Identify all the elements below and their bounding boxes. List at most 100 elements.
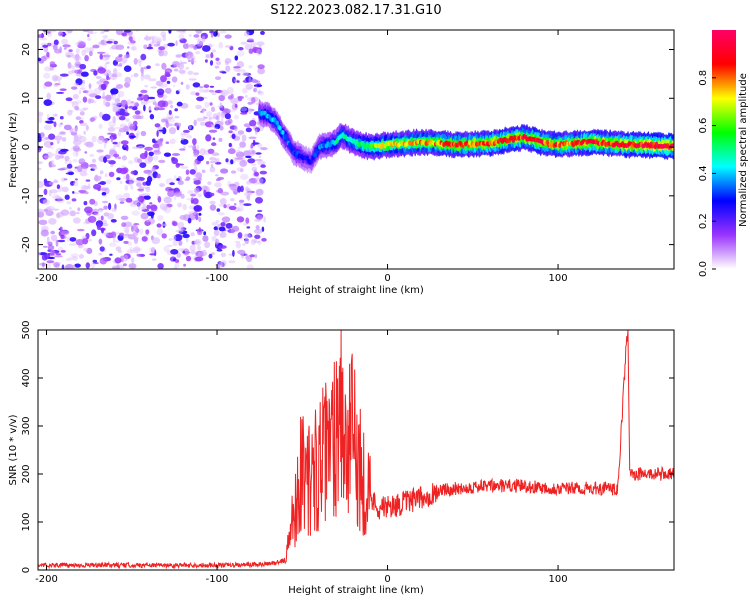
heatmap-noise-blob: [137, 145, 144, 149]
heatmap-noise-blob: [53, 76, 62, 81]
heatmap-noise-blob: [83, 130, 86, 135]
heatmap-noise-blob: [205, 134, 212, 142]
heatmap-noise-blob: [246, 226, 251, 229]
heatmap-noise-blob: [203, 84, 210, 88]
heatmap-noise-blob: [121, 61, 125, 65]
heatmap-noise-blob: [86, 247, 93, 254]
heatmap-noise-blob: [131, 225, 134, 232]
heatmap-noise-blob: [123, 65, 132, 72]
heatmap-noise-blob: [172, 235, 177, 242]
heatmap-noise-blob: [158, 46, 166, 51]
heatmap-noise-blob: [115, 240, 121, 243]
heatmap-noise-blob: [121, 155, 127, 161]
heatmap-noise-blob: [125, 173, 130, 181]
heatmap-noise-blob: [81, 167, 88, 173]
heatmap-noise-blob: [118, 197, 127, 202]
heatmap-noise-blob: [112, 144, 116, 149]
heatmap-noise-blob: [101, 39, 107, 46]
heatmap-noise-blob: [119, 167, 128, 175]
heatmap-noise-blob: [38, 116, 43, 124]
heatmap-noise-blob: [44, 207, 53, 215]
heatmap-noise-blob: [236, 80, 240, 83]
heatmap-noise-blob: [117, 90, 125, 98]
heatmap-noise-blob: [148, 78, 157, 82]
heatmap-noise-blob: [78, 68, 83, 75]
heatmap-noise-blob: [244, 256, 251, 260]
heatmap-noise-blob: [68, 256, 77, 259]
heatmap-noise-blob: [67, 62, 72, 69]
heatmap-noise-blob: [235, 151, 245, 158]
heatmap-noise-blob: [120, 99, 128, 107]
heatmap-noise-blob: [225, 65, 231, 72]
heatmap-noise-blob: [214, 127, 218, 130]
heatmap-noise-blob: [192, 82, 201, 88]
heatmap-noise-blob: [81, 84, 85, 87]
heatmap-noise-blob: [136, 176, 145, 182]
heatmap-noise-blob: [210, 106, 216, 113]
heatmap-noise-blob: [161, 62, 167, 70]
heatmap-noise-blob: [143, 36, 152, 41]
heatmap-noise-blob: [76, 212, 80, 214]
heatmap-noise-blob: [214, 65, 220, 69]
heatmap-noise-blob: [40, 135, 46, 142]
heatmap-noise-blob: [257, 143, 263, 149]
heatmap-noise-blob: [220, 168, 229, 174]
heatmap-noise-blob: [123, 226, 130, 233]
heatmap-noise-blob: [260, 164, 266, 168]
heatmap-noise-blob: [182, 250, 186, 254]
heatmap-noise-blob: [195, 92, 200, 96]
heatmap-noise-blob: [83, 141, 92, 147]
heatmap-noise-blob: [130, 40, 136, 44]
heatmap-noise-blob: [93, 70, 98, 76]
heatmap-noise-blob: [132, 228, 140, 234]
heatmap-noise-blob: [40, 55, 47, 62]
heatmap-noise-blob: [234, 103, 238, 108]
heatmap-noise-blob: [97, 208, 105, 211]
colorbar-tick-label: 0.2: [698, 213, 709, 229]
heatmap-noise-blob: [119, 116, 126, 121]
heatmap-noise-blob: [50, 142, 54, 146]
figure-title: S122.2023.082.17.31.G10: [270, 3, 441, 18]
heatmap-noise-blob: [68, 160, 72, 165]
heatmap-noise-blob: [68, 49, 73, 52]
heatmap-noise-blob: [56, 197, 65, 204]
heatmap-noise-blob: [247, 149, 257, 156]
heatmap-noise-blob: [85, 262, 91, 269]
heatmap-noise-blob: [245, 83, 254, 90]
heatmap-noise-blob: [46, 92, 52, 100]
heatmap-noise-blob: [105, 52, 110, 60]
heatmap-noise-blob: [233, 114, 240, 120]
heatmap-noise-blob: [81, 235, 88, 239]
heatmap-noise-blob: [198, 216, 202, 223]
heatmap-noise-blob: [38, 149, 41, 153]
heatmap-noise-blob: [158, 159, 166, 163]
heatmap-noise-blob: [214, 182, 222, 188]
heatmap-noise-blob: [254, 234, 261, 239]
heatmap-noise-blob: [211, 221, 218, 226]
heatmap-noise-blob: [247, 101, 253, 105]
heatmap-noise-blob: [164, 71, 170, 77]
heatmap-noise-blob: [115, 264, 125, 269]
heatmap-noise-blob: [99, 181, 107, 185]
heatmap-noise-blob: [67, 171, 75, 176]
heatmap-noise-blob: [204, 59, 208, 63]
heatmap-noise-blob: [125, 179, 134, 185]
heatmap-noise-blob: [58, 122, 62, 128]
heatmap-noise-blob: [245, 127, 252, 133]
heatmap-noise-blob: [115, 56, 123, 63]
heatmap-noise-blob: [145, 186, 151, 193]
heatmap-noise-blob: [109, 148, 116, 154]
heatmap-noise-blob: [179, 215, 187, 220]
heatmap-noise-blob: [219, 198, 227, 205]
heatmap-noise-blob: [163, 43, 169, 48]
heatmap-noise-blob: [210, 163, 214, 169]
heatmap-noise-blob: [138, 60, 142, 67]
heatmap-noise-blob: [103, 80, 110, 85]
heatmap-noise-blob: [90, 261, 96, 269]
heatmap-noise-blob: [190, 91, 197, 96]
heatmap-noise-blob: [163, 152, 172, 157]
heatmap-noise-blob: [123, 235, 130, 239]
heatmap-noise-blob: [214, 264, 222, 267]
heatmap-noise-blob: [69, 210, 76, 217]
heatmap-noise-blob: [186, 55, 191, 60]
